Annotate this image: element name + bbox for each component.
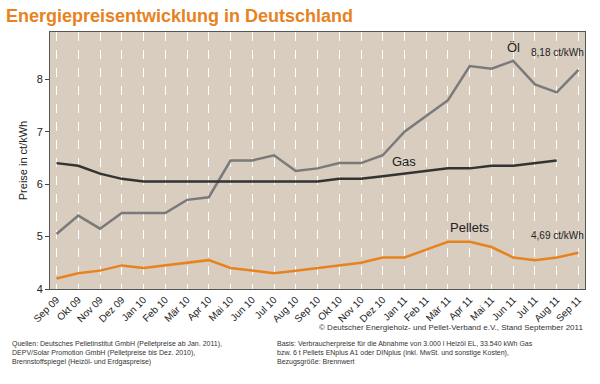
svg-text:Mär 11: Mär 11 [424, 294, 454, 324]
svg-text:8: 8 [37, 73, 43, 85]
svg-text:Feb 11: Feb 11 [402, 294, 432, 324]
svg-text:Pellets: Pellets [450, 220, 490, 235]
svg-text:4: 4 [37, 283, 43, 295]
svg-text:Sep 10: Sep 10 [292, 294, 322, 324]
svg-text:Sep 11: Sep 11 [554, 294, 584, 324]
svg-text:Jan 11: Jan 11 [381, 294, 410, 323]
svg-text:Apr 10: Apr 10 [185, 294, 214, 323]
svg-text:© Deutscher Energieholz- und P: © Deutscher Energieholz- und Pellet-Verb… [319, 323, 583, 332]
svg-text:Jan 10: Jan 10 [119, 294, 148, 323]
svg-text:4,69 ct/kWh: 4,69 ct/kWh [531, 230, 584, 241]
svg-text:Jun 11: Jun 11 [490, 294, 519, 323]
svg-text:Aug 11: Aug 11 [532, 294, 562, 324]
svg-text:Nov 09: Nov 09 [75, 294, 105, 324]
svg-text:Apr 11: Apr 11 [447, 294, 475, 322]
svg-text:6: 6 [37, 178, 43, 190]
svg-text:Feb 10: Feb 10 [140, 294, 170, 324]
svg-text:Okt 10: Okt 10 [316, 294, 345, 323]
svg-text:Basis: Verbraucherpreise für d: Basis: Verbraucherpreise für die Abnahme… [277, 340, 533, 366]
svg-text:Preise in ct/kWh: Preise in ct/kWh [17, 121, 29, 200]
svg-text:Aug 10: Aug 10 [271, 294, 301, 324]
svg-text:Jul 11: Jul 11 [514, 294, 540, 320]
svg-text:Dez 10: Dez 10 [358, 294, 388, 324]
svg-text:8,18 ct/kWh: 8,18 ct/kWh [531, 47, 584, 58]
svg-text:Mär 10: Mär 10 [162, 294, 192, 324]
svg-text:Jun 10: Jun 10 [228, 294, 257, 323]
svg-text:5: 5 [37, 230, 43, 242]
svg-text:Okt 09: Okt 09 [55, 294, 84, 323]
svg-text:Gas: Gas [392, 154, 416, 169]
svg-text:Sep 09: Sep 09 [31, 294, 61, 324]
svg-text:Energiepreisentwicklung in Deu: Energiepreisentwicklung in Deutschland [6, 6, 353, 26]
svg-text:Öl: Öl [507, 40, 520, 55]
svg-text:Dez 09: Dez 09 [97, 294, 127, 324]
svg-text:Mai 11: Mai 11 [468, 294, 497, 323]
svg-text:Nov 10: Nov 10 [336, 294, 366, 324]
svg-text:Quellen: Deutsches Pelletinsti: Quellen: Deutsches Pelletinstitut GmbH (… [12, 340, 222, 366]
svg-text:Jul 10: Jul 10 [252, 294, 279, 321]
svg-text:Mai 10: Mai 10 [206, 294, 235, 323]
svg-text:7: 7 [37, 125, 43, 137]
